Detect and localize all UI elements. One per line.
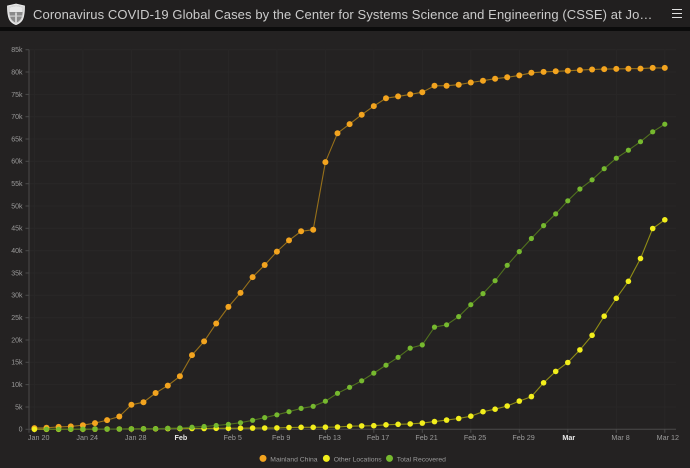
svg-text:70k: 70k: [11, 114, 23, 121]
svg-text:Feb: Feb: [175, 433, 188, 442]
svg-text:75k: 75k: [11, 92, 23, 99]
svg-text:Feb 29: Feb 29: [512, 433, 534, 442]
svg-text:Feb 25: Feb 25: [464, 433, 486, 442]
svg-text:Feb 17: Feb 17: [367, 433, 389, 442]
svg-text:5k: 5k: [15, 404, 23, 411]
svg-text:85k: 85k: [11, 47, 23, 54]
svg-text:25k: 25k: [11, 315, 23, 322]
svg-text:30k: 30k: [11, 293, 23, 300]
svg-text:55k: 55k: [11, 181, 23, 188]
svg-text:Jan 20: Jan 20: [28, 433, 50, 442]
svg-text:Mar: Mar: [562, 433, 575, 442]
svg-text:15k: 15k: [11, 360, 23, 367]
svg-text:Feb 13: Feb 13: [319, 433, 341, 442]
svg-text:Mar 8: Mar 8: [611, 433, 629, 442]
svg-text:45k: 45k: [11, 226, 23, 233]
svg-text:35k: 35k: [11, 270, 23, 277]
svg-text:60k: 60k: [11, 159, 23, 166]
svg-text:Other Locations: Other Locations: [334, 456, 383, 463]
svg-text:65k: 65k: [11, 136, 23, 143]
svg-text:80k: 80k: [11, 69, 23, 76]
svg-text:0: 0: [19, 427, 23, 434]
svg-text:40k: 40k: [11, 248, 23, 255]
svg-text:Mainland China: Mainland China: [270, 456, 317, 463]
svg-text:20k: 20k: [11, 337, 23, 344]
svg-text:10k: 10k: [11, 382, 23, 389]
svg-text:Mar 12: Mar 12: [657, 433, 679, 442]
svg-text:Jan 28: Jan 28: [125, 433, 147, 442]
svg-text:Feb 9: Feb 9: [272, 433, 290, 442]
svg-text:Feb 21: Feb 21: [415, 433, 437, 442]
svg-text:Total Recovered: Total Recovered: [397, 456, 446, 463]
svg-text:Jan 24: Jan 24: [76, 433, 98, 442]
svg-text:50k: 50k: [11, 203, 23, 210]
svg-text:Feb 5: Feb 5: [224, 433, 242, 442]
